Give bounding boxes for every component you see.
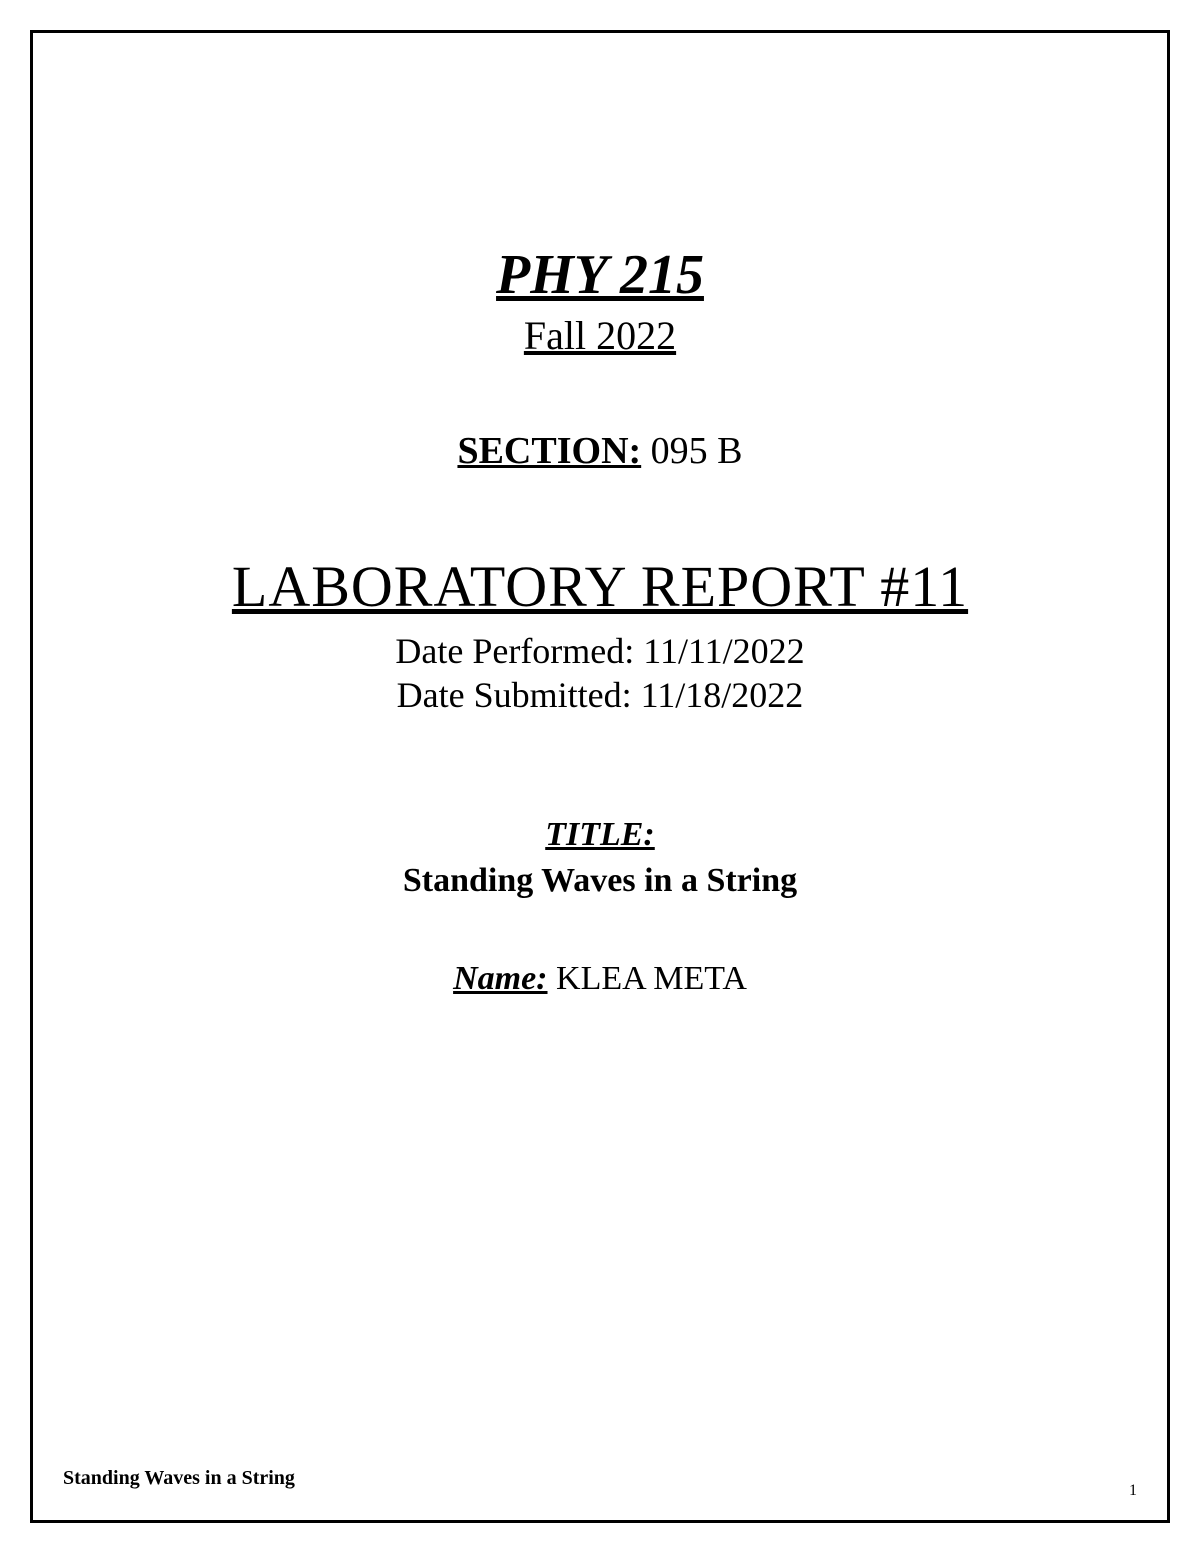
date-submitted-value: 11/18/2022 [641, 675, 804, 715]
date-block: Date Performed: 11/11/2022 Date Submitte… [93, 630, 1107, 716]
page-border: PHY 215 Fall 2022 SECTION: 095 B LABORAT… [30, 30, 1170, 1523]
semester: Fall 2022 [93, 312, 1107, 359]
date-performed-line: Date Performed: 11/11/2022 [93, 630, 1107, 672]
section-value: 095 B [651, 430, 743, 472]
name-label: Name: [453, 960, 547, 997]
course-code: PHY 215 [93, 243, 1107, 307]
date-submitted-line: Date Submitted: 11/18/2022 [93, 674, 1107, 716]
report-heading: LABORATORY REPORT #11 [93, 553, 1107, 620]
title-value: Standing Waves in a String [93, 862, 1107, 900]
footer-left: Standing Waves in a String [63, 1467, 295, 1490]
content-area: PHY 215 Fall 2022 SECTION: 095 B LABORAT… [93, 93, 1107, 998]
title-label: TITLE: [93, 816, 1107, 854]
page-number: 1 [1129, 1482, 1137, 1500]
section-label: SECTION: [457, 430, 641, 472]
name-line: Name: KLEA META [93, 960, 1107, 998]
name-value: KLEA META [556, 960, 747, 997]
date-submitted-label: Date Submitted: [397, 675, 632, 715]
date-performed-value: 11/11/2022 [643, 631, 804, 671]
date-performed-label: Date Performed: [395, 631, 634, 671]
section-line: SECTION: 095 B [93, 429, 1107, 473]
